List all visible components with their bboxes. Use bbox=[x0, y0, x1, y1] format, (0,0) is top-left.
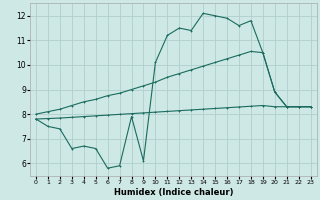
X-axis label: Humidex (Indice chaleur): Humidex (Indice chaleur) bbox=[114, 188, 233, 197]
